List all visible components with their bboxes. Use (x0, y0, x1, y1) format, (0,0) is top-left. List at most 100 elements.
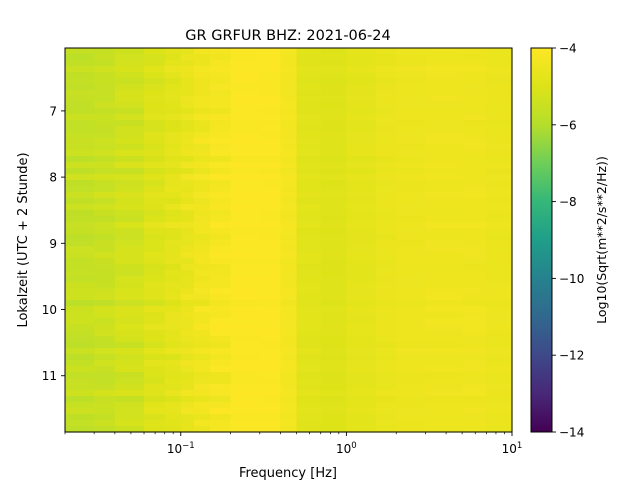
heatmap-cell (462, 312, 487, 319)
heatmap-cell (425, 144, 463, 151)
heatmap-cell (193, 342, 211, 349)
heatmap-cell (486, 324, 513, 331)
heatmap-cell (280, 300, 298, 307)
heatmap-cell (320, 156, 347, 163)
heatmap-cell (375, 66, 397, 73)
heatmap-cell (259, 162, 282, 169)
heatmap-cell (296, 336, 322, 343)
heatmap-cell (462, 336, 487, 343)
heatmap-cell (346, 246, 377, 253)
heatmap-cell (209, 246, 232, 253)
heatmap-cell (259, 282, 282, 289)
heatmap-cell (425, 138, 463, 145)
heatmap-cell (209, 54, 232, 61)
heatmap-cell (462, 96, 487, 103)
heatmap-cell (375, 186, 397, 193)
heatmap-cell (280, 228, 298, 235)
heatmap-cell (280, 204, 298, 211)
heatmap-cell (462, 264, 487, 271)
heatmap-cell (65, 84, 95, 91)
heatmap-cell (209, 336, 232, 343)
heatmap-cell (425, 324, 463, 331)
heatmap-cell (144, 300, 166, 307)
heatmap-cell (209, 330, 232, 337)
heatmap-cell (396, 384, 426, 391)
heatmap-cell (396, 198, 426, 205)
heatmap-cell (396, 390, 426, 397)
heatmap-cell (65, 126, 95, 133)
heatmap-cell (280, 132, 298, 139)
heatmap-cell (209, 66, 232, 73)
heatmap-cell (209, 114, 232, 121)
heatmap-cell (320, 186, 347, 193)
heatmap-cell (486, 186, 513, 193)
heatmap-cell (425, 114, 463, 121)
heatmap-cell (396, 216, 426, 223)
heatmap-cell (65, 252, 95, 259)
heatmap-cell (346, 378, 377, 385)
heatmap-cell (346, 276, 377, 283)
heatmap-cell (486, 150, 513, 157)
colorbar-label: Log10(Sqrt(m**2/s**2/Hz)) (594, 156, 609, 324)
heatmap-cell (396, 174, 426, 181)
heatmap-cell (346, 144, 377, 151)
heatmap-cell (346, 420, 377, 427)
heatmap-cell (193, 366, 211, 373)
heatmap-cell (114, 222, 145, 229)
heatmap-cell (144, 402, 166, 409)
heatmap-cell (259, 234, 282, 241)
heatmap-cell (280, 246, 298, 253)
heatmap-cell (396, 420, 426, 427)
heatmap-cell (193, 324, 211, 331)
heatmap-cell (396, 96, 426, 103)
heatmap-cell (180, 96, 195, 103)
heatmap-cell (180, 306, 195, 313)
heatmap-cell (462, 84, 487, 91)
heatmap-cell (230, 90, 261, 97)
heatmap-cell (486, 204, 513, 211)
heatmap-cell (230, 84, 261, 91)
heatmap-cell (180, 312, 195, 319)
heatmap-cell (462, 60, 487, 67)
heatmap-cell (280, 48, 298, 55)
heatmap-cell (375, 348, 397, 355)
heatmap-cell (164, 180, 182, 187)
heatmap-cell (259, 90, 282, 97)
y-tick-label: 11 (42, 369, 57, 383)
heatmap-cell (486, 72, 513, 79)
heatmap-cell (144, 258, 166, 265)
heatmap-cell (144, 168, 166, 175)
heatmap-cell (193, 402, 211, 409)
heatmap-cell (209, 276, 232, 283)
heatmap-cell (486, 312, 513, 319)
heatmap-cell (94, 300, 116, 307)
heatmap-cell (280, 312, 298, 319)
heatmap-cell (486, 138, 513, 145)
heatmap-cell (375, 132, 397, 139)
heatmap-cell (193, 198, 211, 205)
heatmap-cell (164, 402, 182, 409)
heatmap-cell (296, 156, 322, 163)
heatmap-cell (462, 246, 487, 253)
heatmap-cell (320, 60, 347, 67)
heatmap-cell (259, 246, 282, 253)
heatmap-cell (65, 294, 95, 301)
heatmap-cell (65, 66, 95, 73)
heatmap-cell (259, 228, 282, 235)
heatmap-cell (114, 246, 145, 253)
heatmap-cell (65, 390, 95, 397)
heatmap-cell (280, 168, 298, 175)
heatmap-cell (296, 108, 322, 115)
heatmap-cell (346, 366, 377, 373)
heatmap-cell (209, 102, 232, 109)
heatmap-cell (486, 210, 513, 217)
heatmap-cell (259, 348, 282, 355)
heatmap-cell (296, 168, 322, 175)
heatmap-cell (193, 396, 211, 403)
heatmap-cell (209, 342, 232, 349)
heatmap-cell (180, 348, 195, 355)
heatmap-cell (144, 426, 166, 433)
heatmap-cell (94, 360, 116, 367)
heatmap-cell (114, 204, 145, 211)
